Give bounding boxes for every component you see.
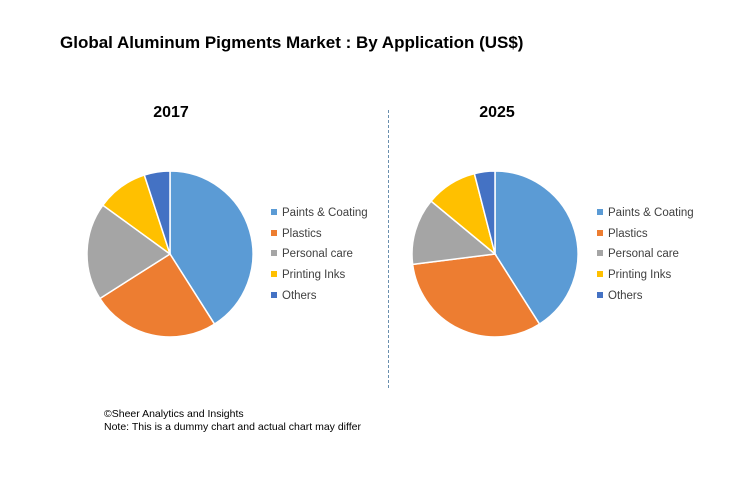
legend-item-2025-others: Others (597, 288, 694, 309)
legend-swatch (271, 291, 277, 298)
legend-item-2025-paints-coating: Paints & Coating (597, 205, 694, 226)
legend-swatch (597, 250, 603, 257)
legend-label: Plastics (282, 227, 322, 240)
copyright-text: ©Sheer Analytics and Insights (104, 408, 244, 420)
pie-slice-2017-plastics (98, 252, 216, 338)
legend-2025: Paints & Coating Plastics Personal care Pri… (597, 205, 694, 308)
pie-slice-2017-others (143, 170, 171, 255)
legend-item-2025-personal-care: Personal care (597, 246, 694, 267)
legend-swatch (271, 229, 277, 236)
legend-label: Personal care (282, 248, 353, 261)
pie-slice-2025-plastics (411, 253, 541, 338)
pie-chart-2025 (411, 170, 579, 338)
pie-chart-2017 (86, 170, 254, 338)
legend-item-2017-printing-inks: Printing Inks (271, 267, 368, 288)
legend-label: Personal care (608, 248, 679, 261)
legend-label: Printing Inks (282, 269, 346, 282)
legend-label: Paints & Coating (282, 207, 368, 219)
legend-swatch (597, 291, 603, 298)
legend-label: Printing Inks (608, 269, 672, 282)
legend-label: Others (282, 289, 317, 302)
legend-swatch (271, 271, 277, 278)
chart-title: Global Aluminum Pigments Market : By App… (60, 33, 524, 52)
pie-title-2017: 2017 (153, 104, 189, 121)
pie-title-2025: 2025 (479, 104, 515, 121)
legend-swatch (597, 208, 603, 215)
legend-item-2025-printing-inks: Printing Inks (597, 267, 694, 288)
legend-label: Plastics (608, 227, 648, 240)
pie-slice-2025-personal-care (411, 200, 497, 266)
legend-swatch (271, 250, 277, 257)
legend-item-2017-personal-care: Personal care (271, 246, 368, 267)
legend-swatch (597, 229, 603, 236)
legend-item-2025-plastics: Plastics (597, 226, 694, 247)
legend-label: Paints & Coating (608, 207, 694, 219)
legend-swatch (271, 208, 277, 215)
chart-divider (388, 110, 389, 388)
disclaimer-text: Note: This is a dummy chart and actual c… (104, 421, 361, 433)
footer: ©Sheer Analytics and Insights Note: This… (104, 408, 361, 434)
legend-swatch (597, 271, 603, 278)
legend-item-2017-plastics: Plastics (271, 226, 368, 247)
pie-slice-2017-personal-care (86, 204, 172, 300)
legend-item-2017-paints-coating: Paints & Coating (271, 205, 368, 226)
legend-label: Others (608, 289, 643, 302)
legend-2017: Paints & Coating Plastics Personal care Pri… (271, 205, 368, 308)
legend-item-2017-others: Others (271, 288, 368, 309)
pie-slice-2025-others (473, 170, 496, 255)
